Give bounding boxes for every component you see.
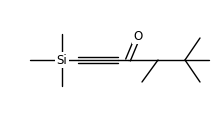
Text: O: O (133, 30, 143, 42)
Text: Si: Si (57, 54, 67, 67)
